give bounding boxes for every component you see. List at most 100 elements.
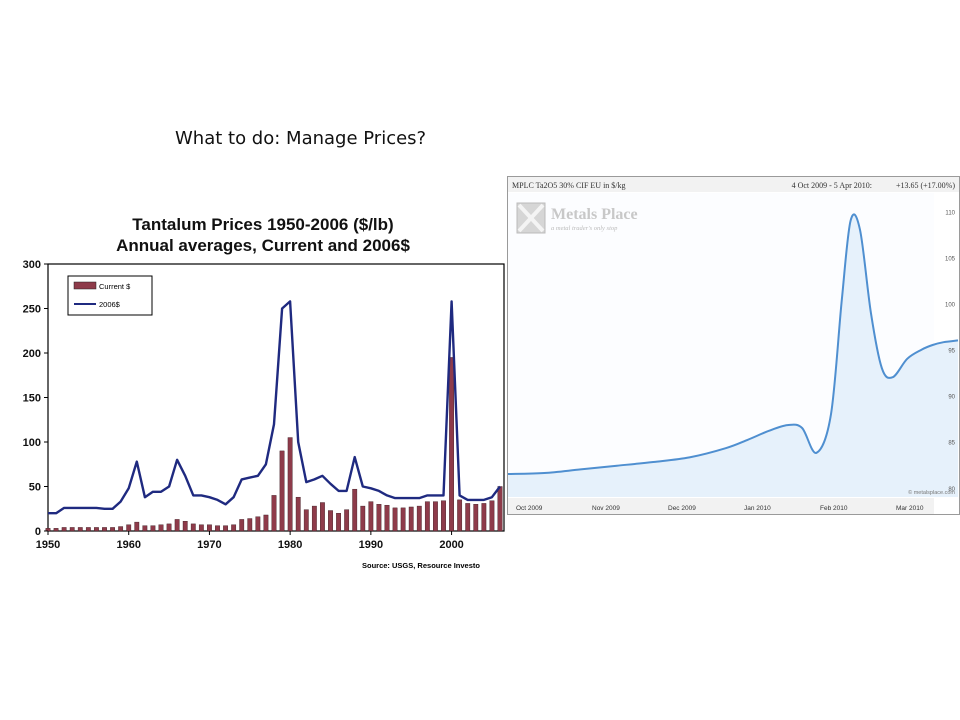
bar-current-1999 xyxy=(441,500,446,532)
x-tick-label-1970: 1970 xyxy=(197,539,221,551)
bar-current-1954 xyxy=(77,527,83,532)
mplc-change: +13.65 (+17.00%) xyxy=(896,181,955,190)
bar-current-1993 xyxy=(392,507,398,532)
bar-current-1975 xyxy=(247,518,253,532)
bar-current-1997 xyxy=(424,501,430,532)
bar-current-1979 xyxy=(279,450,285,532)
mplc-y-tick-100: 100 xyxy=(945,303,956,309)
bar-current-1968 xyxy=(190,523,196,532)
mplc-y-tick-95: 95 xyxy=(948,349,955,355)
y-tick-label-100: 100 xyxy=(23,437,41,449)
bar-current-1966 xyxy=(174,519,180,532)
watermark: Metals Place a metal trader's only stop xyxy=(516,202,638,234)
tantalum-chart-title: Tantalum Prices 1950-2006 ($/lb) xyxy=(132,215,393,234)
bar-current-1984 xyxy=(320,502,325,532)
bar-current-1970 xyxy=(207,524,212,532)
bar-current-1990 xyxy=(368,501,374,532)
bar-current-1955 xyxy=(85,527,91,532)
mplc-y-tick-90: 90 xyxy=(948,395,955,401)
bar-current-1992 xyxy=(384,504,390,532)
bar-current-1989 xyxy=(360,505,366,532)
bar-current-1972 xyxy=(223,525,228,532)
mplc-x-tick-3: Jan 2010 xyxy=(744,505,771,512)
tantalum-chart: Tantalum Prices 1950-2006 ($/lb) Annual … xyxy=(23,215,505,570)
mplc-x-tick-0: Oct 2009 xyxy=(516,505,543,512)
source-note: Source: USGS, Resource Investo xyxy=(362,561,480,570)
watermark-tagline: a metal trader's only stop xyxy=(551,225,618,232)
bar-current-1957 xyxy=(102,527,107,532)
watermark-brand: Metals Place xyxy=(551,206,638,223)
bar-current-1982 xyxy=(303,509,309,532)
bar-current-1974 xyxy=(239,519,245,532)
tantalum-chart-subtitle: Annual averages, Current and 2006$ xyxy=(116,236,410,255)
y-tick-label-150: 150 xyxy=(23,393,41,405)
x-tick-label-1980: 1980 xyxy=(278,539,302,551)
bar-current-1996 xyxy=(416,505,422,532)
bar-current-1964 xyxy=(158,524,164,532)
bar-current-1980 xyxy=(287,437,293,532)
bar-current-1994 xyxy=(400,507,406,532)
bar-current-2001 xyxy=(457,499,463,532)
bar-current-1961 xyxy=(134,521,140,532)
bar-current-2006 xyxy=(497,486,503,532)
bar-current-1956 xyxy=(94,527,99,532)
mplc-y-tick-85: 85 xyxy=(948,441,955,447)
mplc-header-bar xyxy=(508,177,959,192)
y-tick-label-300: 300 xyxy=(23,259,41,271)
bar-current-1959 xyxy=(118,526,124,532)
mplc-xaxis-band xyxy=(508,498,934,514)
x-tick-label-1990: 1990 xyxy=(359,539,383,551)
series-line-2006 xyxy=(48,300,501,515)
mplc-y-tick-105: 105 xyxy=(945,256,956,262)
mplc-chart-title: MPLC Ta2O5 30% CIF EU in $/kg xyxy=(512,181,626,190)
legend-label-current: Current $ xyxy=(99,282,131,291)
bar-current-2003 xyxy=(473,504,479,532)
mplc-x-tick-4: Feb 2010 xyxy=(820,505,848,512)
mplc-chart: MPLC Ta2O5 30% CIF EU in $/kg +13.65 (+1… xyxy=(507,176,960,515)
bar-current-1987 xyxy=(344,509,350,532)
x-tick-label-1960: 1960 xyxy=(116,539,140,551)
mplc-credit: © metalsplace.com xyxy=(908,489,955,496)
bar-current-1971 xyxy=(215,525,220,532)
mplc-date-range: 4 Oct 2009 - 5 Apr 2010: xyxy=(792,181,872,190)
bar-current-1962 xyxy=(142,525,148,532)
bar-current-1991 xyxy=(376,504,382,532)
bar-current-1983 xyxy=(311,505,317,532)
bar-current-1976 xyxy=(255,516,261,532)
y-tick-label-200: 200 xyxy=(23,348,41,360)
bar-current-1988 xyxy=(352,488,358,532)
bar-current-1969 xyxy=(198,524,204,532)
bar-current-1977 xyxy=(263,514,269,532)
x-tick-label-2000: 2000 xyxy=(439,539,463,551)
y-tick-label-0: 0 xyxy=(35,526,41,538)
bar-current-2002 xyxy=(465,503,471,532)
bar-current-1952 xyxy=(61,527,67,532)
mplc-x-tick-5: Mar 2010 xyxy=(896,505,924,512)
bar-current-1965 xyxy=(166,523,172,532)
bar-current-2005 xyxy=(489,500,495,532)
bar-current-1978 xyxy=(271,495,277,532)
bar-current-1981 xyxy=(295,496,301,532)
y-tick-label-50: 50 xyxy=(29,482,41,494)
mplc-x-tick-1: Nov 2009 xyxy=(592,505,620,512)
legend-label-2006: 2006$ xyxy=(99,300,121,309)
bar-current-2004 xyxy=(481,503,487,532)
mplc-x-tick-2: Dec 2009 xyxy=(668,505,696,512)
bar-current-1953 xyxy=(69,527,75,532)
legend: Current $ 2006$ xyxy=(67,275,153,316)
mplc-y-tick-110: 110 xyxy=(945,210,955,216)
bar-current-1985 xyxy=(328,510,333,532)
bar-current-1995 xyxy=(408,506,414,532)
legend-swatch-current xyxy=(73,281,97,290)
bar-current-1998 xyxy=(433,501,438,532)
bar-current-1986 xyxy=(336,513,341,532)
bar-current-1967 xyxy=(182,521,188,532)
bar-current-1963 xyxy=(150,525,156,532)
mplc-price-line xyxy=(507,213,959,475)
x-tick-label-1950: 1950 xyxy=(36,539,60,551)
mplc-y-tick-80: 80 xyxy=(948,487,955,493)
bar-current-1973 xyxy=(231,524,237,532)
bar-current-1960 xyxy=(126,524,132,532)
y-tick-label-250: 250 xyxy=(23,304,41,316)
mplc-area-fill xyxy=(508,214,958,497)
